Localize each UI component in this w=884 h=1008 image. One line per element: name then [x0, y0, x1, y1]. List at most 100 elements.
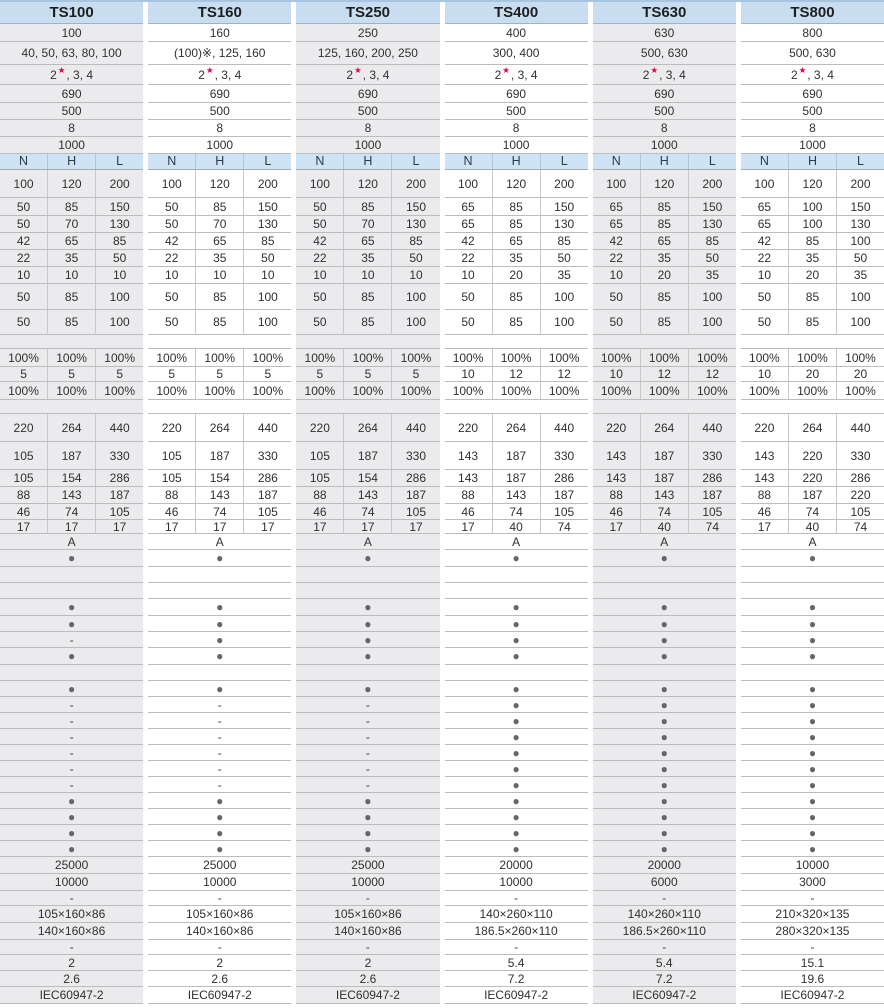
table-row: 105 187 330 105 187 330 105 187 330 143 187 330 143 1…	[0, 442, 884, 470]
cell-value: 100%	[749, 383, 780, 398]
subcell: 120	[493, 170, 541, 197]
subcell: 120	[789, 170, 837, 197]
cell-value: 85	[64, 199, 79, 214]
subcell: 130	[392, 216, 439, 232]
subcell: 100%	[593, 382, 641, 399]
subcell: 100%	[244, 349, 291, 366]
cell-ts400: -	[444, 891, 588, 906]
cell-ts250: -	[296, 713, 440, 729]
cell-ts160: 105×160×86	[148, 906, 292, 923]
dash-mark: -	[217, 940, 222, 954]
cell-ts630: ●	[592, 681, 736, 697]
cell-value: 50	[165, 289, 179, 304]
table-row: ● ● ● ● ● ●	[0, 550, 884, 567]
bullet-icon: ●	[512, 745, 520, 760]
cell-value: 143	[754, 448, 775, 463]
cell-value: 100%	[797, 383, 828, 398]
subcell: N	[593, 154, 641, 169]
cell-value: 20000	[499, 858, 533, 872]
cell-value: 100%	[845, 383, 876, 398]
cell-ts250: 100% 100% 100%	[296, 382, 440, 400]
bullet-icon: ●	[512, 841, 520, 856]
bullet-icon: ●	[808, 825, 817, 840]
cell-value: 12	[509, 367, 523, 381]
subcell: 42	[296, 233, 345, 249]
subcell: 85	[641, 216, 689, 232]
bullet-icon: ●	[364, 649, 372, 663]
cell-value: 100	[554, 315, 575, 329]
subcell: 88	[296, 487, 345, 503]
subcell: 20	[641, 267, 689, 283]
table-row: TS100 TS160 TS250 TS400 TS630 TS800	[0, 2, 884, 24]
bullet-icon: ●	[67, 551, 76, 565]
table-row: - - - ● ● ●	[0, 729, 884, 745]
subcell: L	[837, 154, 884, 169]
cell-value: 50	[461, 315, 475, 329]
subcell: 85	[493, 310, 541, 334]
cell-ts250: 25000	[296, 857, 440, 874]
subcell: 200	[837, 170, 884, 197]
table-row	[0, 665, 884, 681]
cell-value: 220	[606, 420, 627, 435]
subcell: H	[493, 154, 541, 169]
cell-ts100: 22 35 50	[0, 250, 144, 267]
table-row: 5 5 5 5 5 5 5 5 5 10 12 12 10 12 12 10 20 20	[0, 367, 884, 382]
subcell: 100%	[541, 382, 588, 399]
cell-value: N	[463, 154, 473, 169]
subcell: 105	[689, 504, 736, 519]
cell-value: 65	[509, 234, 523, 248]
cell-ts400: -	[444, 940, 588, 955]
cell-ts630	[592, 665, 736, 681]
cell-value: 130	[702, 217, 723, 231]
cell-value: 8	[512, 121, 520, 135]
cell-value: 130	[405, 217, 427, 231]
bullet-icon: ●	[364, 841, 372, 856]
cell-ts250: -	[296, 891, 440, 906]
cell-ts800: ●	[740, 550, 884, 567]
cell-value: 5	[20, 367, 27, 381]
cell-ts800: -	[740, 891, 884, 906]
cell-value: IEC60947-2	[632, 988, 697, 1002]
cell-ts250	[296, 400, 440, 414]
cell-value: 35	[853, 268, 868, 282]
table-row: 10 10 10 10 10 10 10 10 10 10 20 35 10 20 35 10 20 35	[0, 267, 884, 284]
subcell: 17	[741, 520, 789, 533]
cell-value: 74	[509, 504, 523, 519]
footnote-star-icon: ★	[205, 65, 214, 76]
cell-value: 10	[16, 268, 31, 282]
subcell: 12	[641, 367, 689, 381]
cell-value: 143	[606, 448, 627, 463]
bullet-icon: ●	[216, 841, 224, 856]
subcell: 88	[148, 487, 197, 503]
cell-value: 105	[161, 448, 182, 463]
cell-ts800: ●	[740, 825, 884, 841]
cell-ts630: 630	[592, 24, 736, 42]
bullet-icon: ●	[67, 600, 76, 614]
subcell: 35	[789, 250, 837, 266]
cell-value: 286	[554, 471, 575, 485]
cell-value: 5	[216, 367, 224, 381]
bullet-icon: ●	[364, 632, 372, 647]
cell-value: 154	[209, 471, 230, 485]
cell-value: 100%	[845, 350, 876, 365]
bullet-icon: ●	[808, 745, 817, 760]
cell-value: 100	[309, 176, 330, 191]
cell-ts400: 400	[444, 24, 588, 42]
cell-ts630: ●	[592, 697, 736, 713]
bullet-icon: ●	[67, 793, 76, 808]
cell-ts160: ●	[148, 793, 292, 809]
cell-ts160: 2 ★, 3, 4	[148, 65, 292, 85]
subcell: 10	[296, 267, 345, 283]
cell-value: H	[363, 154, 373, 169]
cell-ts250: 50 85 100	[296, 310, 440, 335]
cell-value: 500, 630	[640, 46, 688, 60]
cell-value: 2.6	[211, 971, 229, 986]
cell-ts630	[592, 335, 736, 349]
cell-ts800: 10 20 35	[740, 267, 884, 284]
bullet-icon: ●	[512, 551, 520, 565]
table-row: 100 120 200 100 120 200 100 120 200 100 120 200 100 1…	[0, 170, 884, 198]
subcell: 85	[196, 284, 245, 309]
cell-value: 187	[109, 488, 130, 502]
cell-value: 690	[357, 86, 378, 101]
cell-value: 2	[198, 67, 205, 82]
